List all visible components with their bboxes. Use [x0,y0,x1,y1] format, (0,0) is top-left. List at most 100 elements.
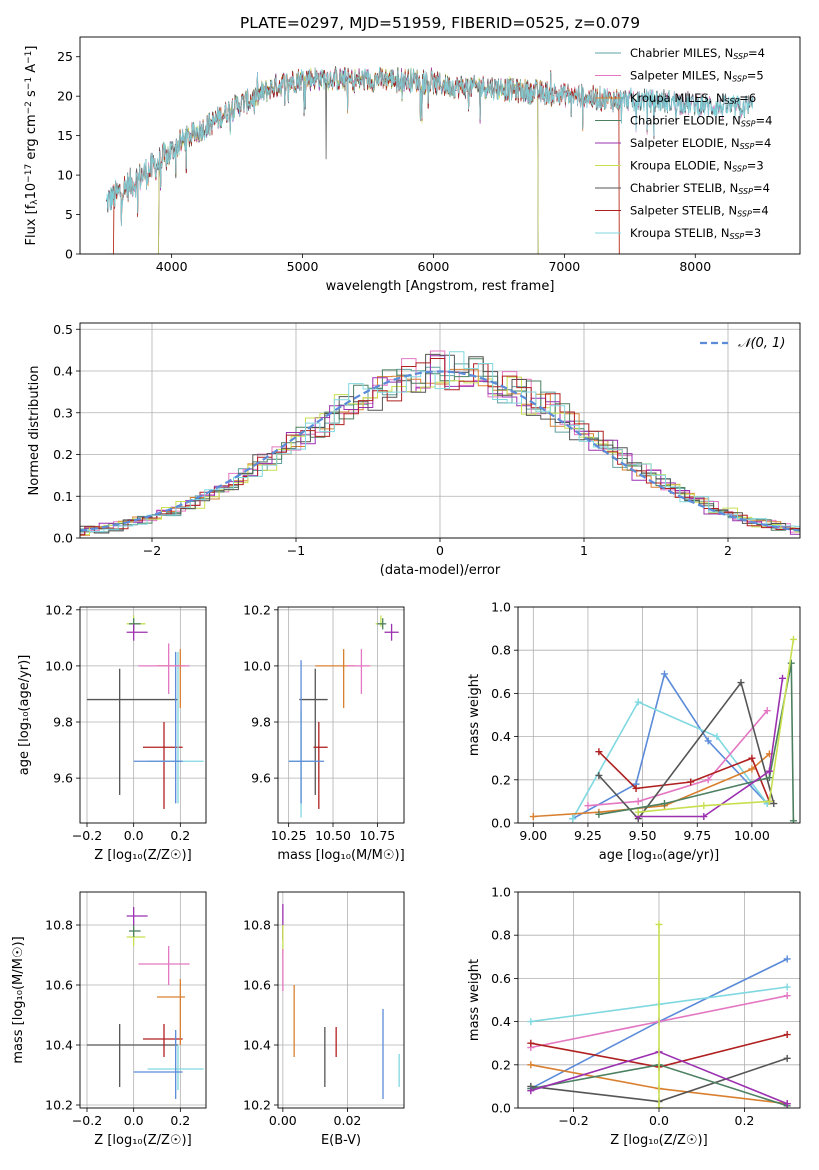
y-tick-label: 0.5 [53,322,73,337]
y-axis-label: Flux [fλ10−17 erg cm−2 s−1 A−1] [24,46,40,246]
y-tick-label: 15 [57,128,73,143]
weight-series-line [638,639,795,813]
y-axis-label-part: ] [24,46,39,51]
weight-point-marker [660,670,668,678]
y-axis-label: Normed distribution [27,366,42,496]
y-tick-label: 9.8 [251,715,271,730]
y-tick-label: 0.4 [491,1014,511,1029]
x-tick-label: 8000 [679,259,711,274]
legend-label: 𝒩(0, 1) [738,336,785,351]
plots-layer: 4000 5000 6000 7000 80000510152025wavelength… [11,36,801,1148]
weight-point-marker [527,1018,535,1026]
y-tick-label: 5 [65,207,73,222]
spectrum-series-line [105,66,754,226]
weight-point-marker [783,955,791,963]
age-vs-Z-errorbars [87,615,204,809]
axes-frame [79,891,207,1109]
legend-label-sub: SSP [725,97,740,106]
weight-point-marker [595,771,603,779]
y-axis-label-part: Flux [f [24,204,39,245]
x-tick-label: 0.02 [334,1113,362,1128]
spectrum-panel: 4000 5000 6000 7000 8000 0 5 10 15 20 25 wavelength… [24,36,801,294]
legend-label-suffix: =4 [752,204,769,218]
weight-vs-Z-lines [527,920,791,1108]
x-tick-label: 2 [724,543,732,558]
y-tick-label: 25 [57,49,73,64]
y-axis-label: mass weight [467,674,482,756]
x-tick-label: 1 [580,543,588,558]
legend-label-suffix: =4 [753,181,770,195]
x-tick-label: 0.2 [170,828,190,843]
legend-label-suffix: =4 [754,136,771,150]
y-tick-label: 10.0 [243,658,271,673]
x-tick-label: 9.50 [629,828,657,843]
y-tick-label: 9.6 [251,771,271,786]
legend-label-text: Chabrier MILES, N [630,46,733,60]
weight-point-marker [700,802,708,810]
y-tick-label: 0.8 [491,643,511,658]
y-tick-label: 1.0 [491,885,511,900]
x-tick-label: −1 [287,543,305,558]
age-vs-Z-panel: −0.2 0.0 0.2 9.6 9.8 10.0 10.2 Z [log₁₀(Z/Z☉)] a… [17,602,207,863]
x-tick-label: 7000 [548,259,580,274]
weight-series-line [587,710,768,807]
y-tick-label: 0.4 [491,729,511,744]
legend-label: Chabrier STELIB, NSSP=4 [630,181,770,196]
axes-frame [277,891,405,1109]
legend-label-sub: SSP [730,232,745,241]
legend-label-sub: SSP [732,165,747,174]
y-axis-label-part: −17 [24,164,34,183]
y-tick-label: 9.8 [53,715,73,730]
weight-point-marker [634,698,642,706]
age-vs-mass-errorbars [288,615,399,818]
legend-label-sub: SSP [733,52,748,61]
weight-point-marker [765,797,773,805]
y-tick-label: 10.2 [45,1098,73,1113]
y-tick-label: 10 [57,168,73,183]
legend-label: Chabrier ELODIE, NSSP=4 [630,114,772,129]
legend-label-sub: SSP [740,142,755,151]
x-tick-label: 10.75 [359,828,395,843]
legend-label-text: Salpeter MILES, N [630,69,732,83]
residuals-histograms [80,350,800,537]
y-axis-label-part: λ [30,199,40,205]
legend-label: Chabrier MILES, NSSP=4 [630,46,765,61]
y-axis-label-part: −2 [24,101,34,114]
weight-point-marker [529,813,537,821]
y-tick-label: 10.2 [243,602,271,617]
x-axis-label: Z [log₁₀(Z/Z☉)] [610,1133,707,1148]
x-tick-label: 0.0 [649,1113,669,1128]
weight-point-marker [634,808,642,816]
x-tick-label: 4000 [156,259,188,274]
x-tick-label: 0.0 [124,828,144,843]
y-axis-label: age [log₁₀(age/yr)] [17,655,32,776]
weight-point-marker [655,920,663,928]
y-tick-label: 0.0 [491,816,511,831]
weight-point-marker [770,800,778,808]
weight-point-marker [632,784,640,792]
weight-point-marker [737,679,745,687]
weight-point-marker [789,817,797,823]
weight-vs-Z-panel: −0.2 0.0 0.2 0.0 0.2 0.4 0.6 0.8 1.0 Z [log₁₀(Z/Z… [467,885,801,1148]
y-tick-label: 10.0 [45,658,73,673]
y-tick-label: 0.4 [53,364,73,379]
weight-point-marker [527,1061,535,1069]
legend-label: Salpeter STELIB, NSSP=4 [630,204,769,219]
y-axis-label-part: −1 [24,77,34,90]
legend-label-text: Salpeter ELODIE, N [630,136,740,150]
legend-label-suffix: =3 [747,159,764,173]
y-tick-label: 10.4 [45,1038,73,1053]
histogram-series [80,355,800,535]
y-axis-label-part: A [24,64,39,77]
legend-label: Kroupa ELODIE, NSSP=3 [630,159,764,174]
weight-series-line [598,680,775,820]
weight-point-marker [765,774,773,782]
weight-point-marker [783,1031,791,1039]
legend-label-suffix: =4 [756,114,773,128]
x-tick-label: −2 [143,543,161,558]
y-tick-label: 10.2 [45,602,73,617]
y-tick-label: 0.2 [491,1057,511,1072]
weight-point-marker [595,810,603,818]
